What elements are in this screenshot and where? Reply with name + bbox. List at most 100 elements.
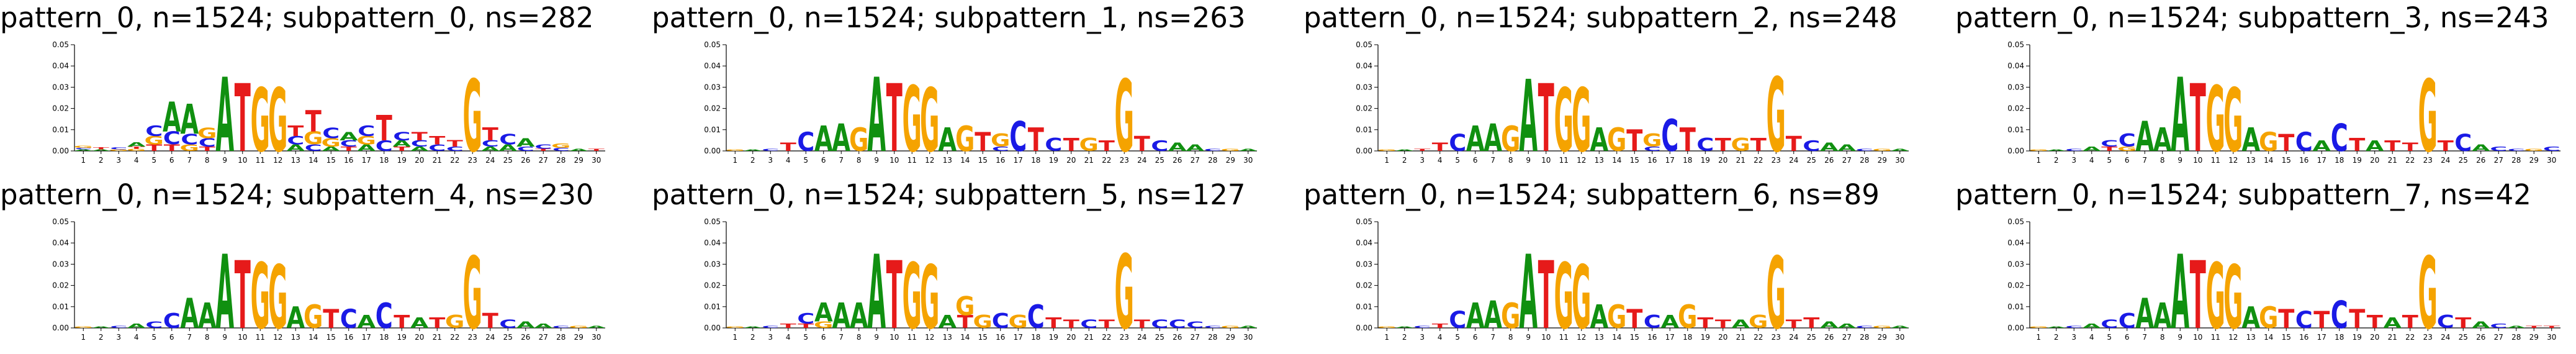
x-tick-label: 18: [379, 333, 389, 342]
logo-letter-g: G: [463, 60, 482, 175]
x-tick-label: 15: [2282, 333, 2291, 342]
svg-text:G: G: [1377, 326, 1397, 329]
svg-text:G: G: [197, 125, 217, 142]
logo-letter-a: A: [2383, 315, 2402, 332]
svg-text:C: C: [2295, 127, 2313, 157]
y-tick-label: 0.00: [2007, 147, 2024, 155]
x-tick-label: 14: [1612, 333, 1621, 342]
y-tick-label: 0.02: [52, 104, 69, 113]
svg-text:G: G: [1767, 237, 1786, 352]
logo-letter-t: T: [886, 241, 903, 350]
logo-letter-c: C: [305, 143, 322, 153]
logo-letter-c: C: [1204, 148, 1222, 152]
svg-text:A: A: [2153, 121, 2172, 158]
logo-letter-a: A: [198, 296, 217, 337]
x-tick-label: 5: [2107, 156, 2112, 165]
logo-letter-g: G: [1607, 298, 1626, 335]
logo-letter-t: T: [588, 148, 605, 152]
svg-text:C: C: [1661, 111, 1678, 161]
svg-text:G: G: [955, 119, 975, 160]
svg-text:A: A: [1519, 60, 1538, 175]
x-tick-label: 10: [889, 156, 899, 165]
svg-text:T: T: [2349, 304, 2366, 334]
svg-text:C: C: [2119, 310, 2136, 334]
logo-letter-a: A: [215, 57, 234, 176]
svg-text:C: C: [2119, 130, 2136, 151]
logo-letter-t: T: [1063, 135, 1079, 155]
x-tick-label: 21: [1084, 156, 1094, 165]
svg-text:G: G: [445, 312, 464, 332]
y-tick-label: 0.03: [704, 260, 721, 268]
y-tick-label: 0.02: [704, 104, 721, 113]
x-tick-label: 25: [2459, 156, 2468, 165]
svg-text:G: G: [109, 149, 128, 152]
logo-letter-a: A: [1820, 140, 1839, 154]
logo-letter-a: A: [814, 298, 833, 328]
x-tick-label: 19: [2353, 156, 2362, 165]
logo-letter-c: C: [181, 132, 198, 148]
svg-text:C: C: [163, 129, 181, 149]
y-tick-label: 0.04: [1356, 238, 1372, 247]
y-tick-label: 0.04: [704, 238, 721, 247]
y-tick-label: 0.01: [704, 125, 721, 134]
svg-text:T: T: [975, 127, 991, 157]
x-tick-label: 1: [1384, 156, 1389, 165]
x-tick-label: 9: [222, 156, 227, 165]
x-tick-label: 15: [1630, 156, 1639, 165]
x-tick-label: 14: [2264, 333, 2273, 342]
logo-letter-a: A: [127, 141, 146, 148]
x-tick-label: 7: [839, 333, 844, 342]
x-tick-label: 10: [238, 333, 247, 342]
svg-text:G: G: [2206, 245, 2225, 350]
logo-letter-g: G: [74, 326, 93, 329]
x-tick-label: 16: [996, 333, 1005, 342]
svg-text:C: C: [762, 325, 779, 329]
svg-text:C: C: [2490, 145, 2507, 152]
logo-letter-t: T: [2190, 241, 2206, 350]
x-tick-label: 26: [1173, 156, 1182, 165]
x-tick-label: 20: [1066, 333, 1076, 342]
logo-letter-t: T: [2190, 64, 2206, 173]
logo-letter-a: A: [850, 296, 868, 337]
x-tick-label: 2: [2054, 333, 2059, 342]
svg-text:G: G: [1873, 325, 1892, 329]
svg-text:A: A: [1519, 234, 1538, 353]
logo-letter-a: A: [357, 143, 376, 153]
logo-letter-a: A: [1239, 148, 1258, 152]
logo-letter-t: T: [2278, 304, 2295, 334]
x-tick-label: 12: [2228, 156, 2238, 165]
logo-letter-t: T: [2438, 138, 2454, 155]
logo-letter-t: T: [798, 322, 814, 329]
x-tick-label: 16: [996, 156, 1005, 165]
logo-letter-t: T: [429, 134, 446, 148]
logo-letter-a: A: [867, 234, 886, 353]
y-tick-label: 0.01: [2007, 125, 2024, 134]
x-tick-label: 15: [327, 156, 336, 165]
x-tick-label: 20: [415, 333, 424, 342]
y-tick-label: 0.04: [52, 238, 69, 247]
logo-letter-t: T: [2455, 315, 2472, 332]
x-tick-label: 26: [1824, 156, 1834, 165]
svg-text:A: A: [1395, 326, 1414, 329]
x-tick-label: 11: [2211, 156, 2220, 165]
logo-letter-a: A: [2135, 290, 2154, 338]
y-tick-label: 0.00: [704, 324, 721, 332]
x-tick-label: 20: [1066, 156, 1076, 165]
svg-text:G: G: [1501, 296, 1520, 337]
logo-letter-g: G: [920, 247, 939, 349]
svg-text:T: T: [1626, 304, 1643, 334]
logo-letter-t: T: [886, 64, 903, 173]
svg-text:A: A: [832, 296, 850, 337]
svg-text:G: G: [1678, 298, 1697, 335]
y-tick-label: 0.03: [1356, 260, 1372, 268]
x-tick-label: 15: [2282, 156, 2291, 165]
sequence-logo-plot: 0.000.010.020.030.040.051G2A3C4T5C6A7A8G…: [704, 40, 1258, 176]
logo-letter-t: T: [2384, 138, 2401, 155]
logo-letter-a: A: [2083, 322, 2101, 329]
svg-text:A: A: [534, 322, 552, 329]
logo-letter-g: G: [2223, 70, 2243, 172]
y-tick-label: 0.03: [52, 83, 69, 91]
logo-letter-c: C: [1803, 138, 1820, 155]
svg-text:C: C: [305, 143, 322, 153]
x-tick-label: 9: [1526, 156, 1531, 165]
